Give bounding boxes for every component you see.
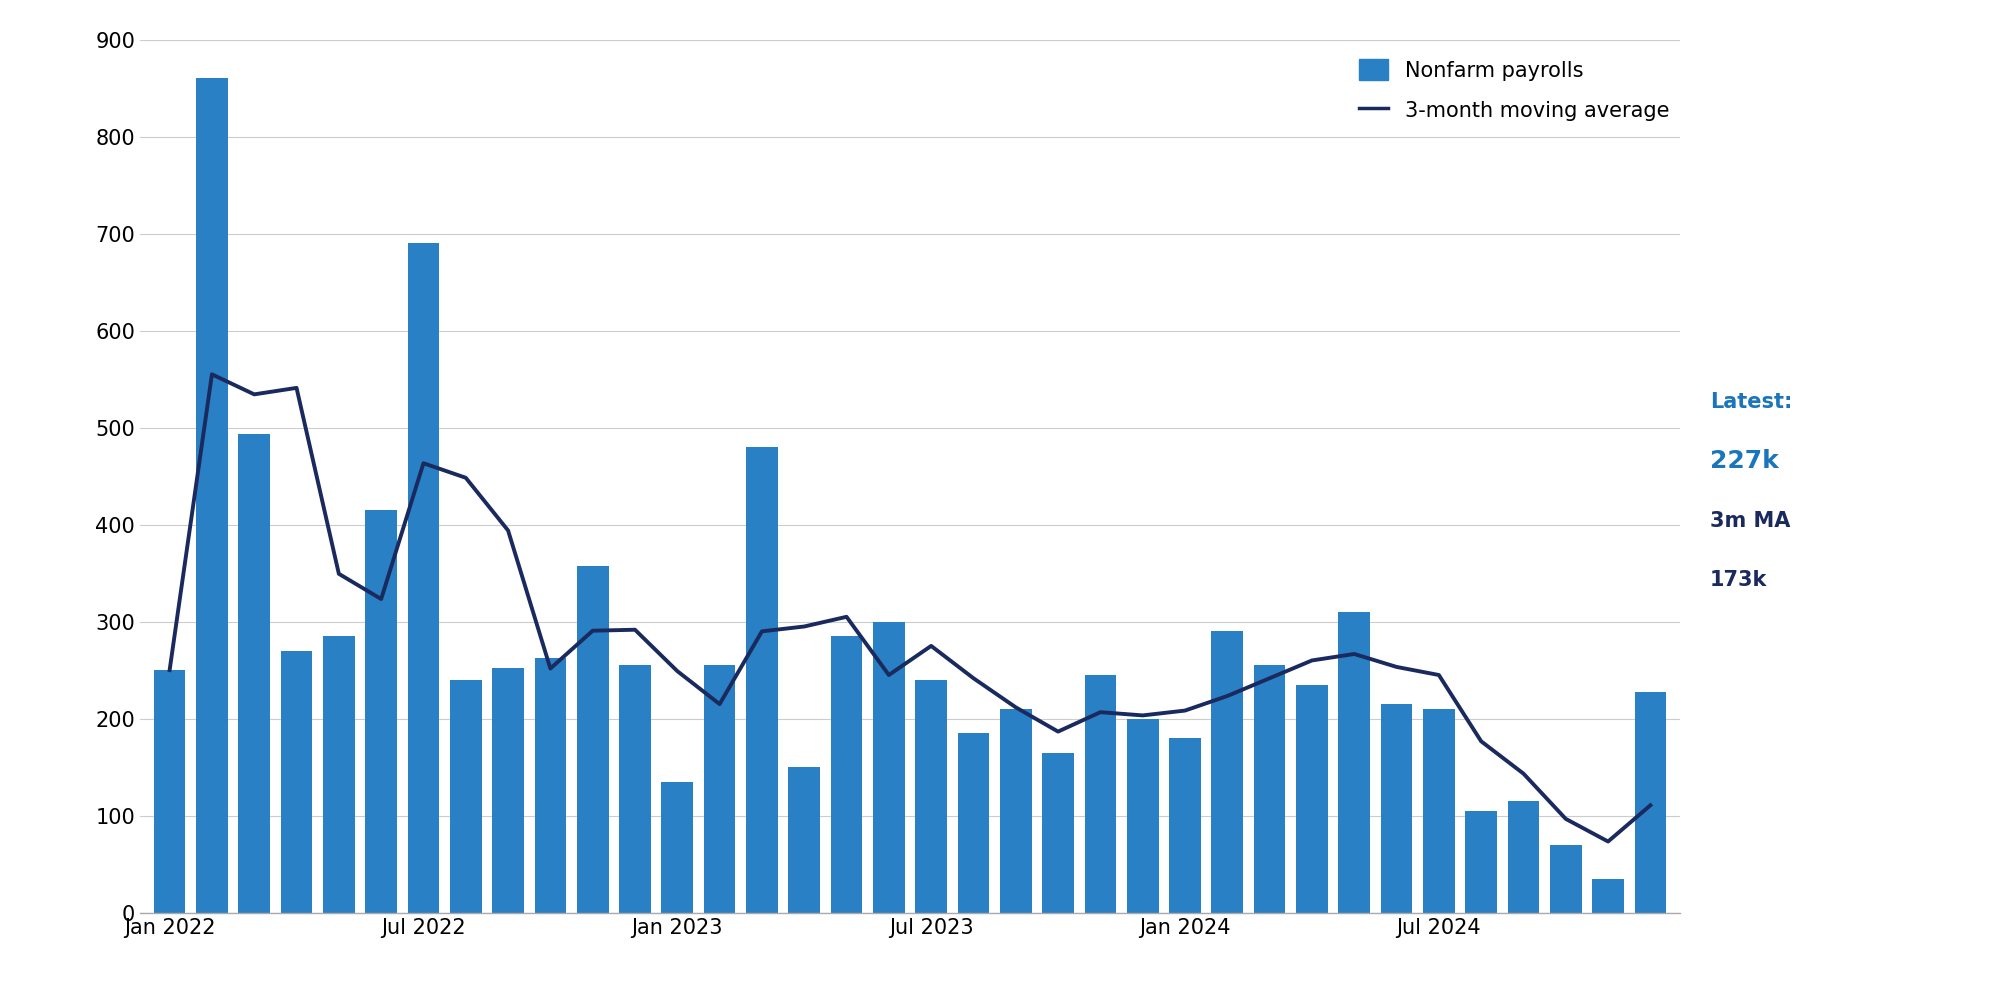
Bar: [492, 669, 524, 913]
Bar: [916, 680, 948, 913]
Text: Latest:: Latest:: [1710, 392, 1792, 412]
Bar: [662, 782, 694, 913]
Bar: [1042, 753, 1074, 913]
Bar: [534, 658, 566, 913]
Bar: [1380, 704, 1412, 913]
Bar: [1170, 738, 1200, 913]
Bar: [1000, 709, 1032, 913]
Text: 3m MA: 3m MA: [1710, 511, 1790, 531]
Bar: [450, 680, 482, 913]
Bar: [872, 622, 904, 913]
Bar: [704, 666, 736, 913]
Bar: [1296, 684, 1328, 913]
Bar: [1508, 802, 1540, 913]
Bar: [154, 671, 186, 913]
Bar: [1634, 692, 1666, 913]
Bar: [958, 733, 990, 913]
Bar: [408, 243, 440, 913]
Text: 227k: 227k: [1710, 449, 1778, 473]
Bar: [1126, 718, 1158, 913]
Bar: [322, 636, 354, 913]
Bar: [1422, 709, 1454, 913]
Bar: [366, 510, 398, 913]
Bar: [1592, 879, 1624, 913]
Text: 173k: 173k: [1710, 570, 1768, 590]
Bar: [238, 434, 270, 913]
Bar: [620, 666, 650, 913]
Bar: [788, 767, 820, 913]
Bar: [1466, 810, 1498, 913]
Bar: [1084, 675, 1116, 913]
Bar: [576, 566, 608, 913]
Bar: [1550, 845, 1582, 913]
Bar: [1212, 631, 1244, 913]
Bar: [830, 636, 862, 913]
Bar: [1254, 666, 1286, 913]
Bar: [1338, 612, 1370, 913]
Bar: [746, 447, 778, 913]
Legend: Nonfarm payrolls, 3-month moving average: Nonfarm payrolls, 3-month moving average: [1360, 59, 1670, 121]
Bar: [196, 78, 228, 913]
Bar: [280, 651, 312, 913]
